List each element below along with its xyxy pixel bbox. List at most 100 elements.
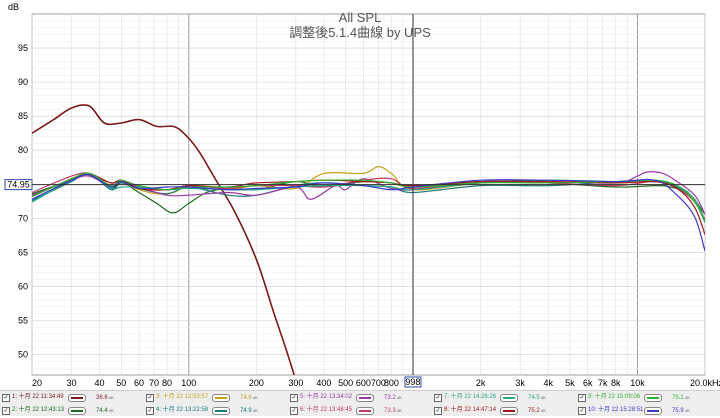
y-tick-label: 70 [18, 213, 28, 223]
x-tick-label: 70 [149, 378, 159, 388]
legend-swatch[interactable] [68, 407, 86, 415]
legend-item-2[interactable]: ✓ 2: 十月 22 12:43:13 74.4dB [0, 404, 144, 417]
x-tick-label: 50 [116, 378, 126, 388]
x-tick-label: 6k [583, 378, 593, 388]
x-tick-label: 800 [384, 378, 399, 388]
series-line-1 [32, 104, 295, 375]
legend-row: ✓ 1: 十月 22 11:34:49 36.6dB ✓ 3: 十月 22 12:53:… [0, 391, 720, 404]
legend-item-5[interactable]: ✓ 5: 十月 22 13:34:02 73.2dB [288, 391, 432, 404]
legend-item-1[interactable]: ✓ 1: 十月 22 11:34:49 36.6dB [0, 391, 144, 404]
legend-series-value: 73.3dB [384, 408, 402, 414]
legend: ✓ 1: 十月 22 11:34:49 36.6dB ✓ 3: 十月 22 12:53:… [0, 390, 720, 416]
legend-series-name: 7: 十月 22 14:26:26 [444, 394, 497, 400]
legend-series-value: 74.5dB [528, 395, 546, 401]
y-tick-label: 95 [18, 43, 28, 53]
legend-item-6[interactable]: ✓ 6: 十月 22 13:48:45 73.3dB [288, 404, 432, 417]
cursor-x-label: 998 [405, 377, 420, 387]
legend-series-name: 9: 十月 22 15:09:06 [588, 394, 641, 400]
legend-checkbox[interactable]: ✓ [290, 407, 298, 415]
legend-row: ✓ 2: 十月 22 12:43:13 74.4dB ✓ 4: 十月 22 13:22:… [0, 404, 720, 417]
legend-series-name: 5: 十月 22 13:34:02 [300, 394, 353, 400]
cursor-x-box [404, 376, 422, 388]
legend-series-value: 75.1dB [672, 395, 690, 401]
legend-series-name: 1: 十月 22 11:34:49 [12, 394, 64, 400]
x-tick-label: 20 [32, 378, 42, 388]
x-tick-label: 30 [66, 378, 76, 388]
x-tick-label: 200 [249, 378, 264, 388]
cursor[interactable]: 998 74.95 [4, 14, 705, 388]
x-tick-label: 700 [371, 378, 386, 388]
spl-chart[interactable]: 50556065707580859095 2030405060708010020… [0, 0, 720, 390]
grid-lines [31, 14, 706, 375]
legend-swatch[interactable] [500, 407, 518, 415]
x-tick-label: 60 [134, 378, 144, 388]
x-tick-label: 20.0kHz [690, 378, 720, 388]
legend-checkbox[interactable]: ✓ [2, 407, 10, 415]
chart-title: All SPL [339, 10, 382, 25]
legend-series-name: 8: 十月 22 14:47:14 [444, 407, 497, 413]
series-line-7 [32, 173, 705, 222]
chart-subtitle: 調整後5.1.4曲線 by UPS [289, 25, 431, 40]
legend-checkbox[interactable]: ✓ [146, 407, 154, 415]
y-tick-label: 50 [18, 350, 28, 360]
x-tick-label: 400 [316, 378, 331, 388]
legend-series-value: 75.2dB [528, 408, 546, 414]
legend-checkbox[interactable]: ✓ [434, 394, 442, 402]
legend-swatch[interactable] [356, 407, 374, 415]
x-tick-label: 600 [356, 378, 371, 388]
legend-item-3[interactable]: ✓ 3: 十月 22 12:53:57 74.6dB [144, 391, 288, 404]
legend-series-name: 2: 十月 22 12:43:13 [12, 407, 65, 413]
legend-swatch[interactable] [212, 407, 230, 415]
legend-item-9[interactable]: ✓ 9: 十月 22 15:09:06 75.1dB [576, 391, 720, 404]
legend-checkbox[interactable]: ✓ [290, 394, 298, 402]
cursor-y-box [4, 179, 33, 191]
x-tick-label: 2k [476, 378, 486, 388]
y-tick-label: 80 [18, 145, 28, 155]
legend-item-8[interactable]: ✓ 8: 十月 22 14:47:14 75.2dB [432, 404, 576, 417]
legend-series-name: 10: 十月 22 15:28:51 [588, 407, 644, 413]
legend-series-value: 74.6dB [240, 395, 258, 401]
x-tick-label: 80 [162, 378, 172, 388]
y-axis-label: dB [8, 2, 19, 12]
x-tick-label: 10k [630, 378, 645, 388]
legend-checkbox[interactable]: ✓ [2, 394, 10, 402]
legend-checkbox[interactable]: ✓ [578, 394, 586, 402]
legend-checkbox[interactable]: ✓ [434, 407, 442, 415]
x-tick-label: 3k [515, 378, 525, 388]
x-tick-label: 40 [95, 378, 105, 388]
legend-series-name: 3: 十月 22 12:53:57 [156, 394, 209, 400]
legend-item-10[interactable]: ✓ 10: 十月 22 15:28:51 75.9dB [576, 404, 720, 417]
x-tick-label: 300 [288, 378, 303, 388]
x-tick-label: 4k [543, 378, 553, 388]
legend-series-value: 74.4dB [96, 408, 114, 414]
legend-swatch[interactable] [644, 407, 662, 415]
legend-series-value: 36.6dB [96, 395, 114, 401]
x-tick-label: 5k [565, 378, 575, 388]
y-tick-labels: 50556065707580859095 [18, 43, 28, 360]
plot-area[interactable] [31, 13, 706, 376]
legend-series-value: 75.9dB [672, 408, 690, 414]
cursor-y-label: 74.95 [7, 180, 30, 190]
legend-swatch[interactable] [644, 394, 662, 402]
series-line-10 [32, 173, 705, 252]
legend-item-4[interactable]: ✓ 4: 十月 22 13:22:58 74.9dB [144, 404, 288, 417]
legend-item-7[interactable]: ✓ 7: 十月 22 14:26:26 74.5dB [432, 391, 576, 404]
y-tick-label: 85 [18, 111, 28, 121]
legend-swatch[interactable] [68, 394, 86, 402]
x-tick-label: 500 [338, 378, 353, 388]
x-tick-label: 7k [598, 378, 608, 388]
legend-swatch[interactable] [212, 394, 230, 402]
legend-swatch[interactable] [356, 394, 374, 402]
x-tick-label: 100 [181, 378, 196, 388]
legend-swatch[interactable] [500, 394, 518, 402]
legend-series-value: 74.9dB [240, 408, 258, 414]
legend-checkbox[interactable]: ✓ [146, 394, 154, 402]
y-tick-label: 55 [18, 316, 28, 326]
series-layer [32, 104, 705, 375]
y-tick-label: 90 [18, 77, 28, 87]
x-tick-label: 8k [611, 378, 621, 388]
legend-checkbox[interactable]: ✓ [578, 407, 586, 415]
legend-series-value: 73.2dB [384, 395, 402, 401]
y-tick-label: 60 [18, 281, 28, 291]
